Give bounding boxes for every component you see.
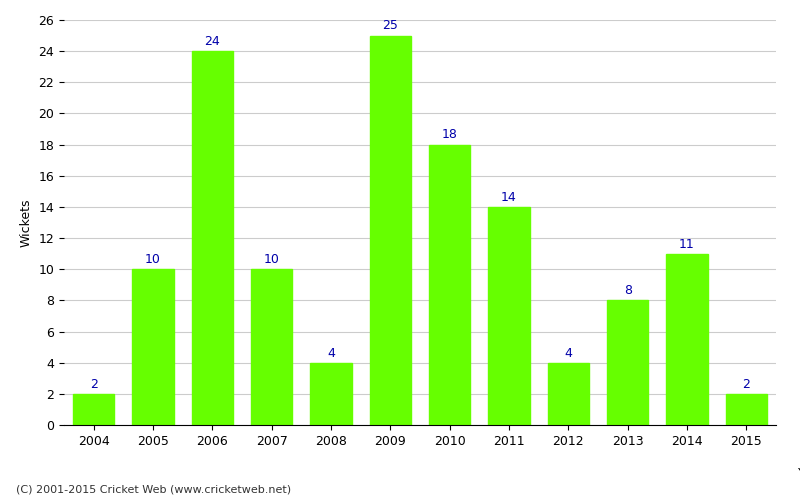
- Bar: [547, 362, 589, 425]
- Text: 4: 4: [564, 346, 572, 360]
- Text: 2: 2: [742, 378, 750, 390]
- Text: 18: 18: [442, 128, 458, 141]
- Text: 24: 24: [205, 35, 220, 48]
- Text: 10: 10: [264, 253, 280, 266]
- Bar: [607, 300, 649, 425]
- Bar: [666, 254, 708, 425]
- Text: 10: 10: [145, 253, 161, 266]
- Bar: [726, 394, 767, 425]
- Text: (C) 2001-2015 Cricket Web (www.cricketweb.net): (C) 2001-2015 Cricket Web (www.cricketwe…: [16, 485, 291, 495]
- Bar: [73, 394, 114, 425]
- Text: Year: Year: [798, 466, 800, 479]
- Bar: [251, 269, 293, 425]
- Text: 11: 11: [679, 238, 695, 250]
- Bar: [429, 144, 470, 425]
- Bar: [132, 269, 174, 425]
- Bar: [310, 362, 352, 425]
- Text: 14: 14: [501, 191, 517, 204]
- Text: 4: 4: [327, 346, 335, 360]
- Y-axis label: Wickets: Wickets: [20, 198, 33, 246]
- Text: 25: 25: [382, 20, 398, 32]
- Bar: [488, 207, 530, 425]
- Text: 8: 8: [624, 284, 632, 298]
- Bar: [370, 36, 411, 425]
- Bar: [191, 51, 233, 425]
- Text: 2: 2: [90, 378, 98, 390]
